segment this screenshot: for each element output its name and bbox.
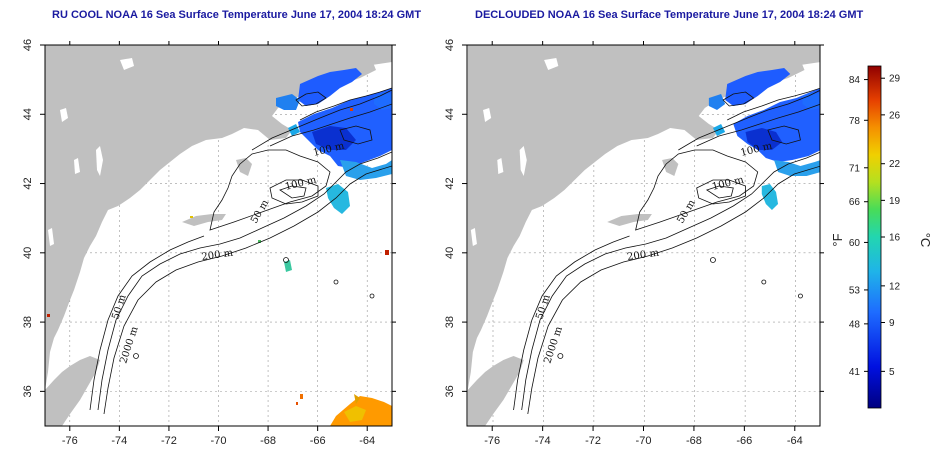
x-tick-label: -64	[787, 435, 803, 447]
left-sst-patches	[47, 68, 392, 426]
celsius-tick-label: 16	[889, 233, 901, 244]
left-map-axes: -76 -74 -72 -70 -68 -66 -64 46 44 42 40 38 36	[22, 39, 396, 447]
fahrenheit-tick-label: 60	[849, 238, 861, 249]
y-tick-label: 42	[22, 177, 34, 189]
y-tick-label: 38	[22, 316, 34, 328]
x-tick-label: -68	[686, 435, 702, 447]
x-tick-label: -68	[260, 435, 276, 447]
right-map-axes: -76 -74 -72 -70 -68 -66 -64 46 44 42 40 38 36	[444, 39, 824, 447]
y-tick-label: 42	[444, 177, 456, 189]
fahrenheit-tick-label: 71	[849, 163, 861, 174]
y-tick-label: 46	[444, 39, 456, 51]
y-tick-label: 36	[22, 385, 34, 397]
x-tick-label: -70	[211, 435, 227, 447]
celsius-tick-label: 5	[889, 367, 895, 378]
y-tick-label: 44	[444, 108, 456, 120]
celsius-unit-label: °C	[918, 233, 933, 248]
x-tick-label: -66	[310, 435, 326, 447]
fahrenheit-tick-label: 78	[849, 116, 861, 127]
celsius-tick-label: 12	[889, 281, 901, 292]
y-tick-label: 46	[22, 39, 34, 51]
fahrenheit-tick-label: 41	[849, 367, 861, 378]
x-tick-label: -72	[585, 435, 601, 447]
right-map-title: DECLOUDED NOAA 16 Sea Surface Temperatur…	[475, 9, 864, 21]
celsius-tick-label: 29	[889, 74, 901, 85]
celsius-tick-label: 9	[889, 318, 895, 329]
x-tick-label: -64	[359, 435, 375, 447]
temperature-colorbar: 29 26 22 19 16 12 9 5 84 78 71 66 60 53 48 41 °F °C	[830, 65, 933, 409]
x-tick-label: -74	[535, 435, 551, 447]
celsius-tick-label: 26	[889, 110, 901, 121]
y-tick-label: 38	[444, 316, 456, 328]
right-sst-patches	[708, 68, 820, 210]
x-tick-label: -74	[111, 435, 127, 447]
x-tick-label: -76	[484, 435, 500, 447]
left-map-title: RU COOL NOAA 16 Sea Surface Temperature …	[52, 9, 422, 21]
x-tick-label: -76	[62, 435, 78, 447]
fahrenheit-tick-label: 66	[849, 197, 861, 208]
fahrenheit-unit-label: °F	[830, 233, 845, 246]
colorbar-gradient	[867, 65, 882, 409]
y-tick-label: 40	[444, 247, 456, 259]
celsius-tick-label: 19	[889, 196, 901, 207]
colorbar-ticks: 29 26 22 19 16 12 9 5 84 78 71 66 60 53 48 41	[849, 74, 901, 378]
y-tick-label: 36	[444, 385, 456, 397]
fahrenheit-tick-label: 53	[849, 285, 861, 296]
right-contour-label-200m: 200 m	[626, 248, 660, 263]
x-tick-label: -70	[636, 435, 652, 447]
x-tick-label: -66	[736, 435, 752, 447]
left-map: 100 m 100 m 50 m 200 m 50 m 2000 m -76 -7…	[22, 39, 396, 447]
right-map: 100 m 100 m 50 m 200 m 50 m 2000 m -76 -7…	[444, 39, 824, 447]
y-tick-label: 44	[22, 108, 34, 120]
fahrenheit-tick-label: 84	[849, 75, 861, 86]
x-tick-label: -72	[161, 435, 177, 447]
left-contour-label-200m: 200 m	[201, 248, 234, 263]
fahrenheit-tick-label: 48	[849, 319, 861, 330]
celsius-tick-label: 22	[889, 159, 901, 170]
y-tick-label: 40	[22, 247, 34, 259]
